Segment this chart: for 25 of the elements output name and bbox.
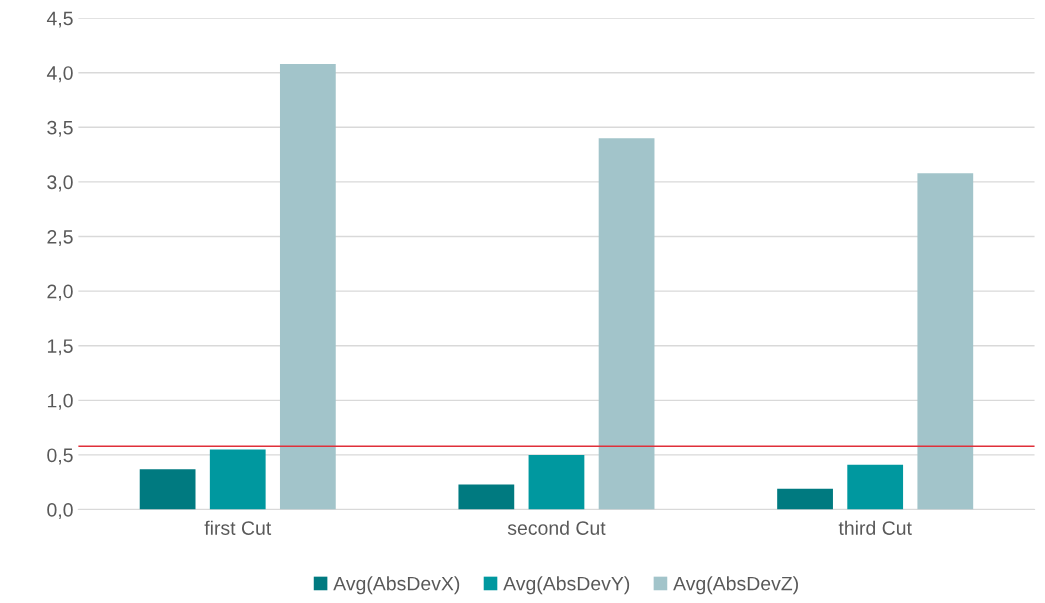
bar xyxy=(279,63,336,510)
y-tick-label: 4,0 xyxy=(46,66,73,83)
bar xyxy=(847,464,904,510)
x-tick-label: third Cut xyxy=(838,520,912,535)
y-tick-label: 3,5 xyxy=(47,120,73,137)
y-tick-label: 4,5 xyxy=(46,11,73,28)
legend-label: Avg(AbsDevZ) xyxy=(673,576,798,595)
x-tick-label: second Cut xyxy=(507,520,606,535)
legend-label: Avg(AbsDevY) xyxy=(503,576,630,595)
y-tick-label: 0,0 xyxy=(47,503,73,520)
y-tick-label: 3,0 xyxy=(47,175,73,192)
bar xyxy=(458,484,515,510)
y-tick-label: 1,0 xyxy=(47,393,73,410)
y-tick-label: 2,0 xyxy=(47,284,73,301)
bar xyxy=(777,488,833,510)
y-tick-label: 0,5 xyxy=(47,448,73,465)
bar xyxy=(209,449,266,510)
bar xyxy=(139,469,196,510)
y-tick-label: 1,5 xyxy=(47,339,73,356)
y-tick-label: 2,5 xyxy=(47,229,73,247)
bar xyxy=(528,454,585,510)
bar xyxy=(917,173,974,510)
legend-label: Avg(AbsDevX) xyxy=(333,576,460,595)
bar xyxy=(598,138,655,510)
x-tick-label: first Cut xyxy=(204,520,272,535)
